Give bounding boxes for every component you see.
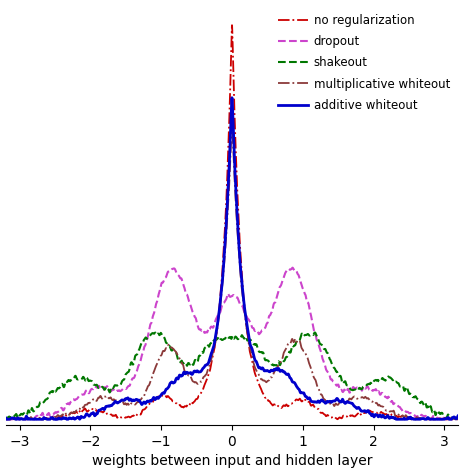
no regularization [397, 414, 403, 419]
shakeout [397, 384, 403, 390]
Line: multiplicative whiteout: multiplicative whiteout [6, 124, 457, 419]
dropout [455, 416, 460, 422]
additive whiteout [81, 414, 87, 420]
additive whiteout [446, 417, 451, 422]
shakeout [54, 386, 60, 392]
additive whiteout [455, 412, 460, 418]
no regularization [81, 406, 87, 412]
shakeout [176, 357, 181, 363]
Line: no regularization: no regularization [6, 25, 457, 419]
additive whiteout [229, 95, 234, 100]
shakeout [196, 354, 201, 359]
X-axis label: weights between input and hidden layer: weights between input and hidden layer [92, 455, 371, 468]
shakeout [455, 417, 460, 422]
Line: shakeout: shakeout [6, 332, 457, 419]
dropout [446, 416, 451, 421]
Line: dropout: dropout [6, 268, 457, 419]
shakeout [452, 417, 458, 422]
additive whiteout [55, 417, 60, 422]
dropout [3, 417, 9, 422]
additive whiteout [3, 415, 8, 420]
dropout [55, 409, 60, 415]
multiplicative whiteout [3, 417, 8, 422]
dropout [397, 406, 403, 412]
no regularization [176, 402, 181, 408]
Legend: no regularization, dropout, shakeout, multiplicative whiteout, additive whiteout: no regularization, dropout, shakeout, mu… [273, 9, 454, 117]
multiplicative whiteout [196, 379, 201, 385]
multiplicative whiteout [81, 404, 87, 410]
dropout [176, 273, 182, 279]
additive whiteout [4, 417, 9, 422]
multiplicative whiteout [455, 417, 460, 422]
Line: additive whiteout: additive whiteout [6, 98, 457, 419]
multiplicative whiteout [397, 413, 403, 419]
no regularization [54, 416, 60, 422]
no regularization [455, 417, 460, 422]
additive whiteout [176, 373, 182, 378]
multiplicative whiteout [446, 416, 451, 422]
shakeout [81, 375, 87, 381]
dropout [196, 326, 201, 332]
shakeout [312, 329, 317, 335]
dropout [289, 265, 294, 271]
no regularization [229, 22, 234, 28]
multiplicative whiteout [176, 355, 181, 361]
multiplicative whiteout [54, 413, 60, 419]
dropout [81, 392, 87, 397]
no regularization [446, 416, 451, 422]
shakeout [446, 414, 451, 420]
no regularization [3, 417, 8, 422]
additive whiteout [196, 369, 201, 375]
dropout [3, 416, 8, 421]
shakeout [3, 416, 8, 422]
additive whiteout [397, 417, 403, 422]
no regularization [196, 393, 201, 399]
multiplicative whiteout [229, 121, 234, 127]
